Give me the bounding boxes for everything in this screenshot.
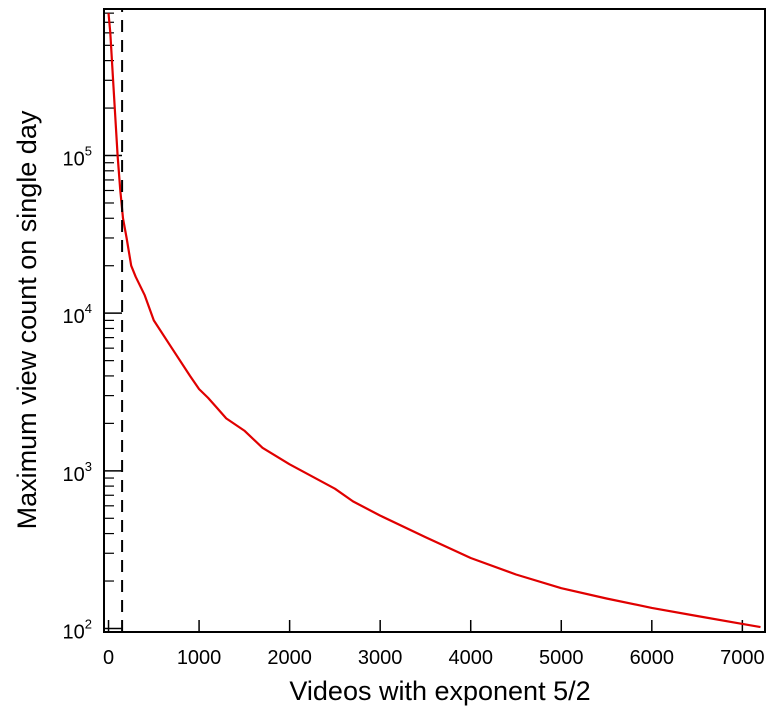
y-tick-label-exponent: 4 (85, 301, 92, 316)
x-tick-label: 2000 (267, 647, 312, 669)
y-tick-label: 104 (63, 301, 92, 328)
y-tick-label-base: 10 (63, 149, 85, 171)
x-tick-label: 4000 (448, 647, 493, 669)
x-tick-label: 6000 (630, 647, 675, 669)
y-tick-label: 105 (63, 144, 92, 171)
x-axis-title: Videos with exponent 5/2 (289, 676, 590, 706)
x-tick-label: 3000 (358, 647, 403, 669)
y-tick-label: 103 (63, 459, 92, 486)
y-tick-label-exponent: 2 (85, 616, 92, 631)
y-tick-label-exponent: 5 (85, 144, 92, 159)
series-line-0 (107, 13, 761, 629)
y-tick-label-base: 10 (63, 464, 85, 486)
y-tick-label: 102 (63, 616, 92, 643)
y-tick-label-base: 10 (63, 306, 85, 328)
plot-frame (103, 8, 766, 633)
y-tick-label-exponent: 3 (85, 459, 92, 474)
x-tick-label: 1000 (177, 647, 222, 669)
y-axis-title: Maximum view count on single day (12, 110, 42, 529)
x-tick-label: 5000 (539, 647, 584, 669)
x-axis: 0 1000 2000 3000 4000 5000 6000 7000 (103, 620, 765, 669)
series-layer (107, 9, 761, 632)
x-tick-label: 7000 (720, 647, 765, 669)
x-tick-label: 0 (103, 647, 114, 669)
y-tick-label-base: 10 (63, 621, 85, 643)
